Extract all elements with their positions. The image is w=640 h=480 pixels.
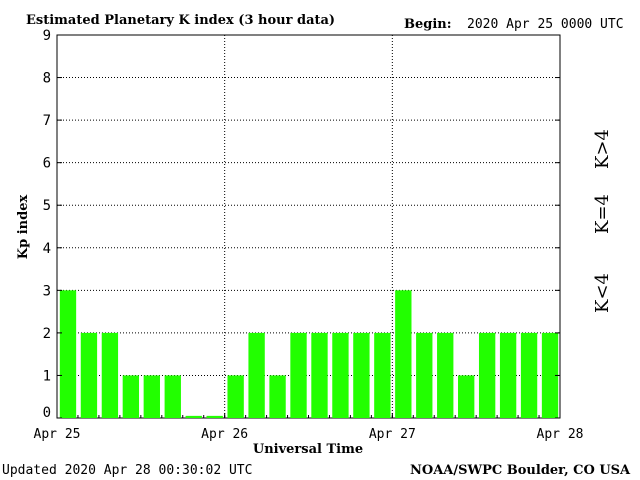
kp-bar (227, 375, 244, 418)
kp-bar (395, 290, 412, 418)
kp-bar (437, 332, 454, 418)
kp-bar (416, 332, 433, 418)
x-tick-label: Apr 25 (34, 427, 81, 442)
begin-label: Begin: (404, 17, 452, 32)
x-axis-label: Universal Time (253, 442, 363, 457)
updated-timestamp: Updated 2020 Apr 28 00:30:02 UTC (2, 463, 252, 478)
legend-k-equals-4: K=4 (592, 194, 613, 234)
kp-bar (478, 332, 496, 418)
legend-k-above-4: K>4 (592, 129, 613, 169)
y-tick-label: 4 (43, 241, 51, 257)
kp-bar (458, 375, 475, 418)
kp-bar (520, 332, 538, 418)
y-axis-ticks: 0 1 2 3 4 5 6 7 8 9 (43, 28, 560, 421)
y-axis-label: Kp index (16, 195, 31, 260)
y-tick-label: 1 (43, 368, 51, 384)
y-tick-label: 5 (43, 198, 51, 214)
y-tick-label: 8 (43, 71, 51, 87)
chart-title: Estimated Planetary K index (3 hour data… (26, 13, 335, 28)
y-tick-label: 7 (43, 113, 51, 129)
bars-group (59, 290, 559, 418)
kp-bar (374, 332, 391, 418)
kp-bar (143, 375, 160, 418)
kp-bar (248, 332, 265, 418)
kp-bar (122, 375, 140, 418)
kp-bar (499, 332, 517, 418)
kp-bar (311, 332, 328, 418)
legend-k-below-4: K<4 (592, 273, 613, 313)
y-tick-label: 9 (43, 28, 51, 44)
y-tick-label: 0 (43, 405, 51, 421)
kp-bar (185, 415, 202, 418)
x-tick-label: Apr 28 (537, 427, 584, 442)
kp-bar (353, 332, 370, 418)
kp-bar (80, 332, 98, 418)
kp-bar (206, 415, 223, 418)
y-tick-label: 3 (43, 283, 51, 299)
y-tick-label: 2 (43, 326, 51, 342)
kp-bar (59, 290, 77, 418)
begin-value: 2020 Apr 25 0000 UTC (467, 17, 624, 32)
kp-bar (269, 375, 286, 418)
kp-bar (541, 332, 559, 418)
kp-bar (101, 332, 119, 418)
grid-lines (57, 34, 560, 418)
x-tick-label: Apr 26 (201, 427, 248, 442)
credit-text: NOAA/SWPC Boulder, CO USA (410, 463, 631, 478)
x-tick-label: Apr 27 (369, 427, 416, 442)
kp-bar (164, 375, 181, 418)
x-axis-ticks: Apr 25 Apr 26 Apr 27 Apr 28 (34, 413, 584, 442)
kp-bar (332, 332, 349, 418)
kp-bar (290, 332, 307, 418)
y-tick-label: 6 (43, 156, 51, 172)
